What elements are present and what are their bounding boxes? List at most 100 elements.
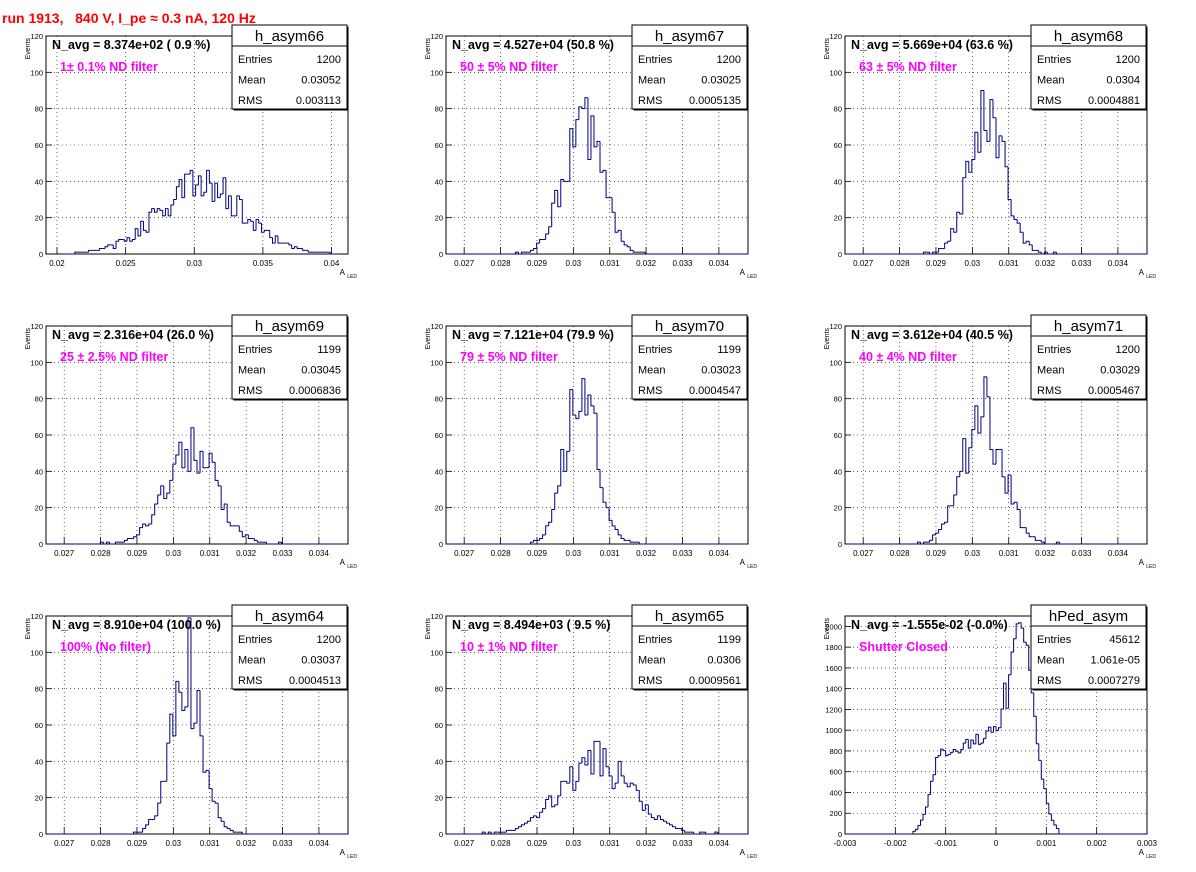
- histogram-bin: [1045, 788, 1049, 804]
- y-tick-label: 40: [35, 757, 43, 766]
- histogram-bin: [228, 195, 232, 209]
- histogram-bin: [935, 532, 939, 535]
- histogram-bin: [220, 485, 225, 510]
- histogram-bin: [187, 449, 191, 472]
- histogram-bin: [572, 128, 576, 148]
- histogram-bin: [1001, 449, 1006, 478]
- histogram-bin: [139, 527, 143, 535]
- histogram-bin: [569, 766, 573, 784]
- histogram-bin: [927, 794, 931, 807]
- x-tick-label: 0.03: [566, 549, 582, 558]
- x-tick-label: 0.027: [853, 549, 874, 558]
- histogram-bin: [1005, 683, 1009, 709]
- histogram-bin: [1035, 716, 1039, 745]
- histogram-pad-h_asym66: 0.02 0.025 0.03 0.035 0.04 0 20 40 60 80 100 120Eve…: [25, 24, 357, 280]
- histogram-bin: [226, 826, 231, 830]
- histogram-bin: [274, 235, 278, 244]
- y-tick-label: 20: [435, 214, 443, 223]
- stats-label: RMS: [638, 675, 662, 687]
- histogram-bin: [587, 97, 591, 161]
- histogram-bin: [142, 221, 147, 231]
- histogram-bin: [1058, 542, 1063, 545]
- histogram-bin: [205, 769, 210, 773]
- histogram-bin: [241, 531, 246, 538]
- histogram-bin: [575, 780, 579, 791]
- histogram-bin: [584, 378, 588, 416]
- histogram-bin: [962, 438, 966, 472]
- histogram-bin: [1040, 540, 1045, 543]
- histogram-bin: [965, 738, 969, 744]
- histogram-bin: [693, 832, 697, 835]
- histogram-bin: [980, 742, 984, 745]
- histogram-bin: [620, 534, 625, 540]
- histogram-bin: [217, 480, 222, 487]
- histogram-bin: [932, 534, 936, 541]
- stats-hist-name: h_asym66: [255, 28, 324, 45]
- histogram-bin: [977, 132, 981, 153]
- histogram-bin: [173, 199, 177, 205]
- histogram-bin: [1048, 803, 1052, 815]
- histogram-bin: [584, 757, 588, 766]
- histogram-pad-h_asym67: 0.027 0.028 0.029 0.03 0.031 0.032 0.033 0.034 0…: [425, 24, 757, 280]
- histogram-bin: [593, 115, 597, 148]
- histogram-bin: [99, 541, 104, 544]
- histogram-bin: [157, 802, 161, 816]
- histogram-bin: [238, 525, 243, 532]
- x-tick-label: -0.001: [934, 839, 957, 848]
- histogram-bin: [611, 775, 616, 790]
- histogram-bin: [983, 90, 987, 131]
- histogram-bin: [214, 462, 219, 481]
- histogram-bin: [108, 542, 113, 545]
- histogram-bin: [524, 822, 528, 825]
- histogram-bin: [977, 734, 981, 745]
- histogram-bin: [647, 804, 652, 815]
- histogram-pad-h_asym64: 0.027 0.028 0.029 0.03 0.031 0.032 0.033 0.034 0…: [25, 604, 357, 860]
- histogram-bin: [505, 829, 510, 833]
- stats-label: RMS: [238, 95, 262, 107]
- x-axis-label-subscript: LED: [347, 564, 357, 570]
- histogram-bin: [944, 521, 948, 525]
- stats-hist-name: h_asym70: [655, 318, 724, 335]
- histogram-bin: [521, 824, 525, 827]
- stats-value: 0.0306: [707, 655, 741, 667]
- y-tick-label: 120: [430, 612, 443, 621]
- histogram-bin: [925, 806, 929, 815]
- histogram-bin: [572, 766, 576, 791]
- histogram-pad-h_asym68: 0.027 0.028 0.029 0.03 0.031 0.032 0.033 0.034 0…: [824, 24, 1156, 280]
- page-title: run 1913, 840 V, I_pe ≈ 0.3 nA, 120 Hz: [2, 10, 256, 26]
- histogram-bin: [105, 541, 110, 544]
- histogram-pad-hPed_asym: -0.003 -0.002 -0.001 0 0.001 0.002 0.003 0 200 40…: [824, 604, 1158, 860]
- y-tick-label: 100: [430, 358, 443, 367]
- histogram-bin: [164, 208, 169, 216]
- stats-value: 1200: [1116, 54, 1140, 66]
- stats-value: 1200: [1116, 344, 1140, 356]
- stats-label: Entries: [238, 54, 273, 66]
- histogram-bin: [929, 252, 933, 255]
- stats-box: [1030, 24, 1147, 110]
- histogram-bin: [490, 832, 495, 835]
- x-tick-label: 0.029: [127, 839, 148, 848]
- histogram-bin: [252, 221, 257, 231]
- y-tick-label: 60: [435, 721, 443, 730]
- histogram-bin: [208, 770, 213, 790]
- histogram-bin: [554, 492, 558, 510]
- histogram-bin: [912, 830, 916, 834]
- histogram-bin: [159, 208, 163, 211]
- histogram-bin: [566, 781, 570, 784]
- histogram-bin: [998, 727, 1002, 731]
- histogram-bin: [699, 831, 703, 834]
- histogram-bin: [608, 766, 613, 777]
- histogram-bin: [208, 170, 213, 184]
- x-tick-label: 0.027: [454, 549, 475, 558]
- histogram-bin: [629, 782, 634, 787]
- histogram-bin: [944, 242, 948, 249]
- x-axis-label: A: [1139, 268, 1145, 277]
- stats-hist-name: h_asym71: [1054, 318, 1123, 335]
- histogram-bin: [945, 750, 949, 757]
- histogram-bin: [1046, 252, 1051, 255]
- stats-value: 0.0005467: [1088, 385, 1140, 397]
- histogram-bin: [151, 208, 155, 213]
- stats-value: 0.03029: [1100, 365, 1140, 377]
- histogram-bin: [1019, 223, 1024, 233]
- histogram-bin: [170, 204, 174, 216]
